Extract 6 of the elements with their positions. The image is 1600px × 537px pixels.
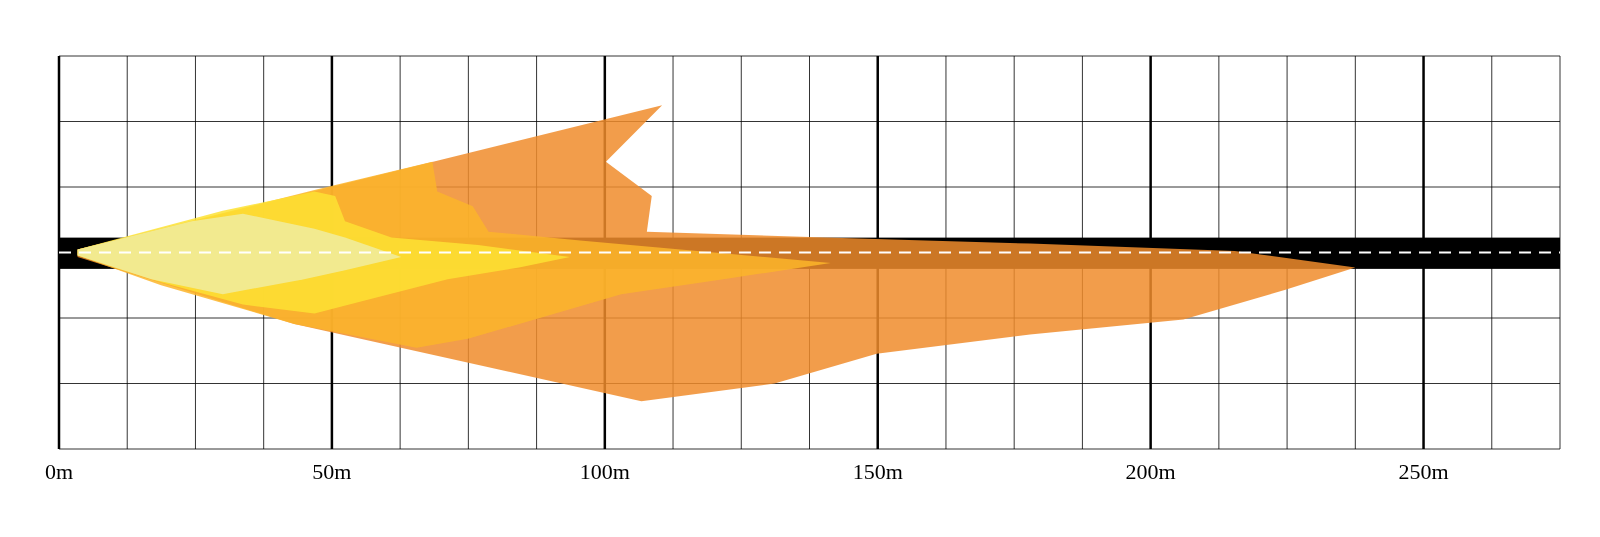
x-tick-label: 250m — [1398, 459, 1449, 484]
x-tick-label: 100m — [579, 459, 630, 484]
x-tick-label: 150m — [852, 459, 903, 484]
x-tick-label: 0m — [44, 459, 74, 484]
x-tick-label: 50m — [312, 459, 352, 484]
x-tick-label: 200m — [1125, 459, 1176, 484]
